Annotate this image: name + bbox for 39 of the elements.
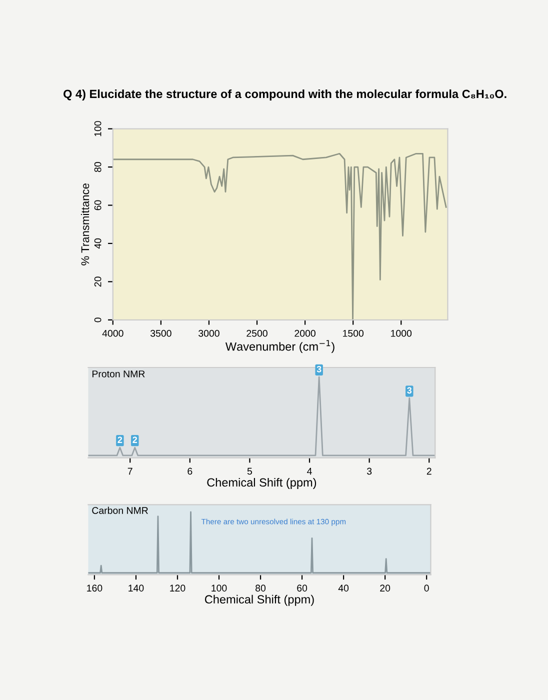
y-tick-label: 40 — [94, 238, 102, 249]
x-tick-label: 1500 — [343, 330, 364, 337]
x-tick-label: 7 — [128, 468, 132, 475]
x-tick-label: 5 — [247, 468, 252, 475]
x-tick-label: 1000 — [391, 330, 412, 337]
y-axis-title: % Transmittance — [80, 183, 90, 266]
x-tick-label: 6 — [188, 468, 192, 475]
x-tick-label: 120 — [170, 584, 186, 592]
annotation: 3 — [316, 366, 322, 372]
annotation: Proton NMR — [92, 370, 145, 378]
x-tick-label: 2500 — [246, 330, 268, 337]
annotation: 2 — [132, 436, 138, 443]
x-tick-label: 80 — [256, 584, 266, 592]
x-axis-title: Chemical Shift (ppm) — [207, 478, 316, 489]
x-tick-label: 160 — [87, 584, 102, 592]
x-tick-label: 100 — [212, 584, 227, 592]
x-axis-title: Wavenumber (cm$^{−1}$) — [225, 340, 334, 354]
x-axis-title: Chemical Shift (ppm) — [204, 594, 314, 606]
y-tick-label: 0 — [94, 318, 102, 322]
x-tick-label: 2 — [426, 468, 432, 475]
annotation: Carbon NMR — [92, 506, 148, 514]
annotation: 2 — [118, 436, 122, 443]
x-tick-label: 3500 — [150, 330, 172, 337]
x-tick-label: 20 — [380, 584, 390, 592]
x-tick-label: 0 — [424, 584, 429, 592]
x-tick-label: 2000 — [294, 330, 316, 337]
x-tick-label: 4 — [307, 468, 312, 475]
y-tick-label: 80 — [94, 162, 102, 172]
x-tick-label: 4000 — [102, 330, 124, 337]
x-tick-label: 3000 — [198, 330, 220, 337]
chart-title: Q 4) Elucidate the structure of a compound with the molecular formula C₈H₁₀O. — [64, 89, 506, 100]
y-tick-label: 60 — [94, 200, 102, 210]
x-tick-label: 3 — [366, 468, 372, 475]
x-tick-label: 60 — [297, 584, 308, 592]
x-tick-label: 140 — [128, 584, 144, 592]
y-tick-label: 20 — [94, 276, 102, 287]
annotation: 3 — [407, 387, 412, 394]
y-tick-label: 100 — [94, 121, 102, 136]
x-tick-label: 40 — [338, 584, 349, 592]
